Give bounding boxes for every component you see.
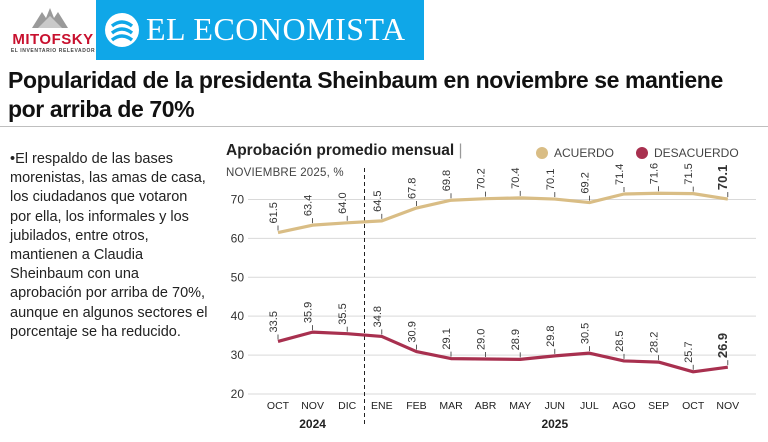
- headline-divider: [0, 126, 768, 127]
- data-label-desacuerdo: 28.5: [614, 331, 626, 352]
- x-tick-label: NOV: [716, 400, 739, 412]
- y-tick-label: 30: [231, 348, 245, 362]
- x-tick-label: AGO: [612, 400, 635, 412]
- y-tick-label: 60: [231, 231, 245, 245]
- series-line-acuerdo: [277, 191, 729, 235]
- data-label-desacuerdo: 34.8: [372, 306, 384, 327]
- data-label-acuerdo: 61.5: [268, 202, 280, 223]
- legend-desacuerdo-label: DESACUERDO: [654, 146, 739, 160]
- chart-title-text: Aprobación promedio mensual: [226, 142, 455, 159]
- data-label-acuerdo: 70.1: [715, 165, 730, 190]
- data-label-desacuerdo: 25.7: [683, 341, 695, 362]
- x-tick-label: OCT: [682, 400, 705, 412]
- year-label: 2025: [541, 417, 568, 431]
- x-tick-label: MAR: [439, 400, 463, 412]
- year-label: 2024: [299, 417, 326, 431]
- chart-title: Aprobación promedio mensual |: [226, 142, 463, 160]
- header: MITOFSKY EL INVENTARIO RELEVADOR EL ECON…: [0, 0, 768, 60]
- data-label-desacuerdo: 29.0: [476, 329, 488, 350]
- data-label-desacuerdo: 28.2: [649, 332, 661, 353]
- data-label-desacuerdo: 30.5: [579, 323, 591, 344]
- y-tick-label: 40: [231, 309, 245, 323]
- data-label-acuerdo: 63.4: [303, 195, 315, 216]
- el-economista-wordmark: EL ECONOMISTA: [146, 11, 406, 47]
- data-label-acuerdo: 71.6: [649, 163, 661, 184]
- data-label-desacuerdo: 26.9: [715, 333, 730, 358]
- mitofsky-wordmark: MITOFSKY: [12, 31, 94, 48]
- x-tick-label: SEP: [648, 400, 669, 412]
- x-tick-label: JUN: [545, 400, 565, 412]
- data-label-acuerdo: 67.8: [406, 178, 418, 199]
- legend-desacuerdo: DESACUERDO: [636, 146, 739, 160]
- chart-title-separator: |: [458, 142, 463, 159]
- data-label-desacuerdo: 29.8: [545, 325, 557, 346]
- data-label-desacuerdo: 35.5: [337, 303, 349, 324]
- data-label-acuerdo: 71.4: [614, 164, 626, 185]
- y-tick-label: 50: [231, 270, 245, 284]
- y-tick-label: 70: [231, 192, 245, 206]
- data-label-desacuerdo: 35.9: [303, 302, 315, 323]
- data-label-acuerdo: 71.5: [683, 163, 695, 184]
- data-label-desacuerdo: 33.5: [268, 311, 280, 332]
- y-tick-label: 20: [231, 387, 245, 401]
- x-tick-label: OCT: [267, 400, 290, 412]
- x-tick-label: DIC: [338, 400, 357, 412]
- x-tick-label: NOV: [301, 400, 324, 412]
- x-tick-label: JUL: [580, 400, 599, 412]
- headline: Popularidad de la presidenta Sheinbaum e…: [8, 67, 723, 122]
- data-label-desacuerdo: 30.9: [406, 321, 418, 342]
- x-tick-label: ABR: [475, 400, 497, 412]
- mitofsky-tagline: EL INVENTARIO RELEVADOR: [10, 48, 96, 54]
- el-economista-emblem-icon: [105, 13, 139, 47]
- mitofsky-eagle-icon: [32, 8, 68, 28]
- data-label-acuerdo: 70.2: [476, 168, 488, 189]
- legend-acuerdo-swatch: [536, 147, 548, 159]
- legend-desacuerdo-swatch: [636, 147, 648, 159]
- data-label-acuerdo: 69.2: [579, 172, 591, 193]
- data-label-acuerdo: 69.8: [441, 170, 453, 191]
- data-label-acuerdo: 70.4: [510, 167, 522, 188]
- series-line-desacuerdo: [277, 330, 729, 374]
- data-label-desacuerdo: 29.1: [441, 328, 453, 349]
- legend-acuerdo-label: ACUERDO: [554, 146, 615, 160]
- body-text: •El respaldo de las bases morenistas, la…: [10, 151, 208, 340]
- x-tick-label: ENE: [371, 400, 393, 412]
- data-label-acuerdo: 64.5: [372, 190, 384, 211]
- data-label-acuerdo: 64.0: [337, 192, 349, 213]
- x-tick-label: MAY: [509, 400, 531, 412]
- data-label-desacuerdo: 28.9: [510, 329, 522, 350]
- mitofsky-logo: MITOFSKY EL INVENTARIO RELEVADOR: [4, 4, 96, 56]
- el-economista-brand-bar: EL ECONOMISTA: [96, 0, 424, 60]
- data-label-acuerdo: 70.1: [545, 169, 557, 190]
- legend-acuerdo: ACUERDO: [536, 146, 614, 160]
- chart-subtitle: NOVIEMBRE 2025, %: [226, 167, 344, 179]
- x-tick-label: FEB: [406, 400, 426, 412]
